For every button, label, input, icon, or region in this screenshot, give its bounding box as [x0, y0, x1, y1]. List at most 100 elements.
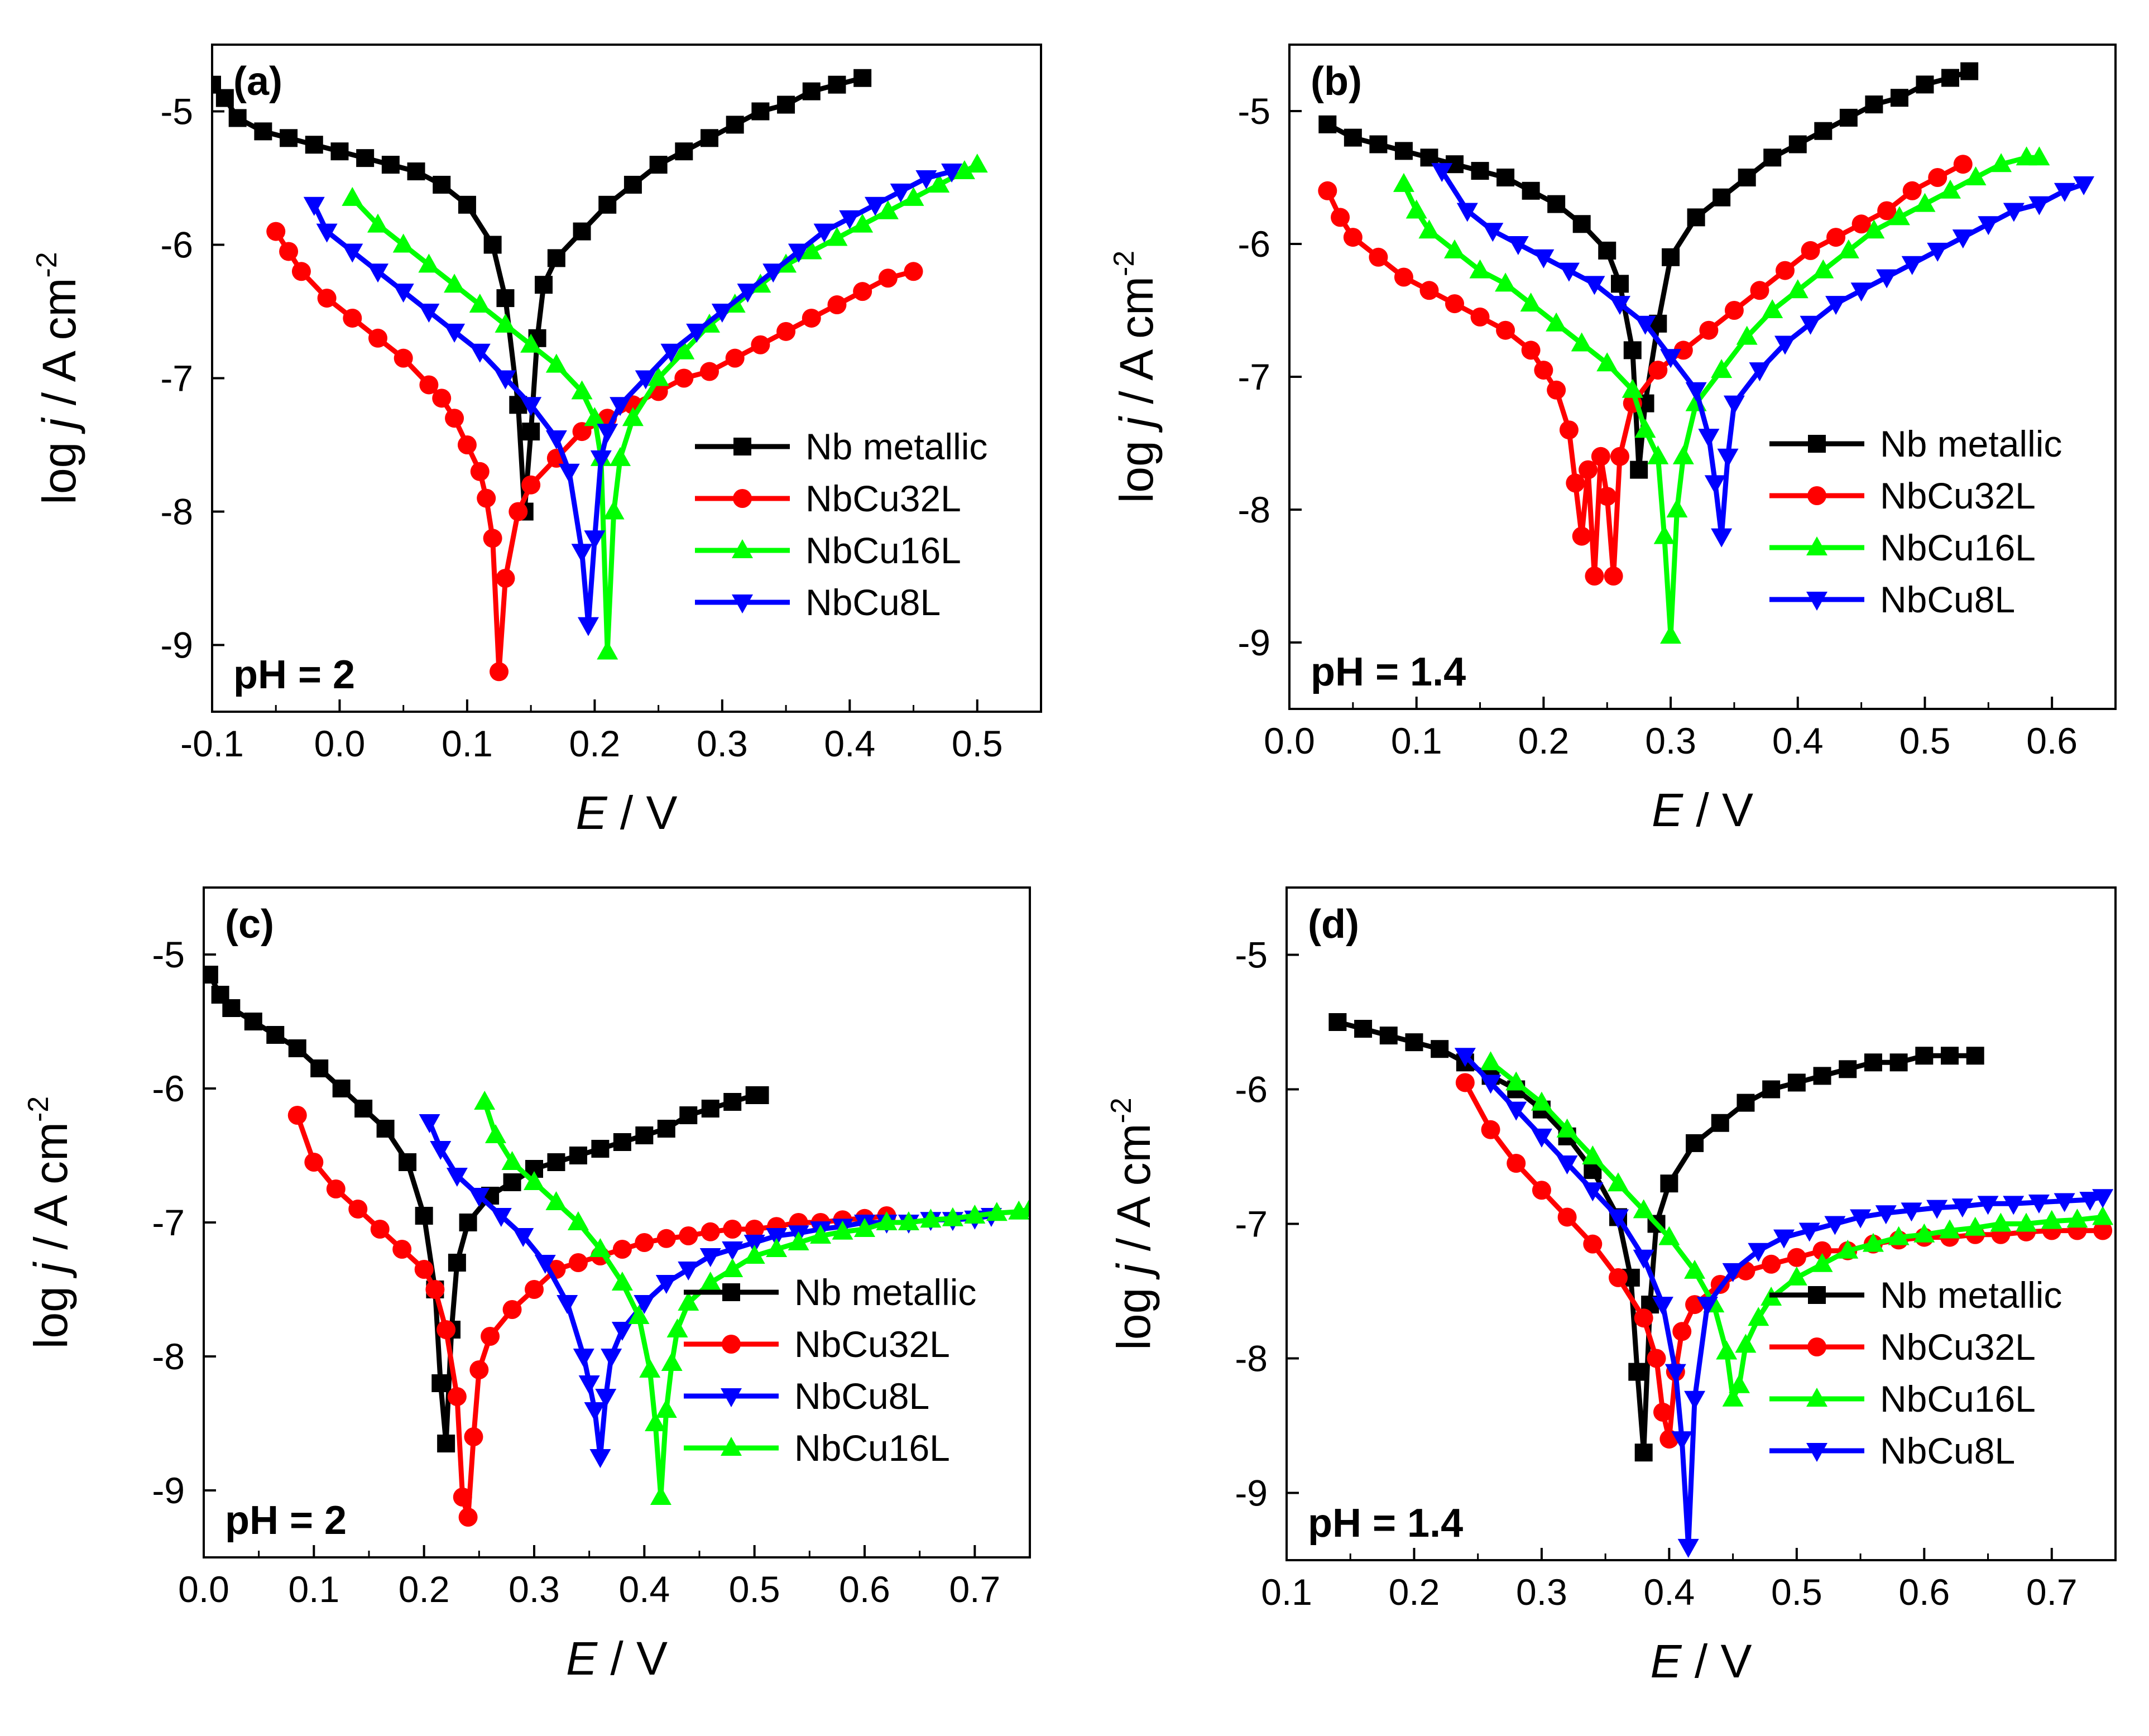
- legend-label-nb-metallic: Nb metallic: [1880, 423, 2062, 464]
- data-point-nbcu8l: [1582, 1182, 1604, 1202]
- x-tick-label: 0.2: [399, 1569, 450, 1610]
- panel-d: 0.1 0.2 0.3 0.4 0.5 0.6 0.7 -9 -8 -7 -6 -5 E / V log …: [1105, 886, 2117, 1687]
- data-point-nb-metallic: [399, 1153, 417, 1171]
- data-point-nb-metallic: [1496, 169, 1515, 186]
- data-point-nbcu8l: [1825, 296, 1847, 315]
- panels: -0.1 0.0 0.1 0.2 0.3 0.4 0.5 -9 -8 -7 -6 -5 E / V log…: [22, 44, 2117, 1687]
- data-point-nb-metallic: [679, 1106, 698, 1124]
- data-point-nbcu16l: [666, 1318, 688, 1337]
- data-point-nbcu16l: [964, 1205, 986, 1224]
- data-point-nbcu8l: [468, 1188, 490, 1207]
- data-point-nbcu32l: [1566, 473, 1585, 493]
- data-point-nbcu16l: [520, 333, 542, 353]
- data-point-nbcu16l: [1634, 419, 1656, 438]
- y-tick-label: -8: [1235, 1338, 1268, 1379]
- data-point-nbcu16l: [1019, 1198, 1030, 1217]
- legend: Nb metallic NbCu32L NbCu16L NbCu8L: [1769, 1274, 2062, 1471]
- x-axis-label: E / V: [566, 1632, 668, 1685]
- y-tick-label: -7: [1237, 356, 1270, 397]
- x-tick-label: 0.2: [1518, 720, 1570, 761]
- data-point-nbcu16l: [877, 200, 899, 219]
- data-point-nbcu16l: [810, 1225, 832, 1244]
- data-point-nbcu16l: [611, 1272, 633, 1291]
- x-axis-label-unit: / V: [607, 787, 677, 839]
- data-point-nbcu32l: [1787, 1248, 1806, 1267]
- y-tick-label: -9: [1237, 622, 1270, 663]
- x-axis-label: E / V: [1650, 1635, 1752, 1687]
- data-point-nbcu32l: [481, 1327, 500, 1346]
- data-point-nbcu16l: [655, 1399, 677, 1418]
- data-point-nbcu32l: [1557, 1207, 1577, 1227]
- legend-marker-nbcu32l: [1807, 486, 1826, 505]
- data-point-nbcu8l: [1850, 282, 1872, 302]
- data-point-nbcu16l: [2092, 1206, 2114, 1225]
- legend-label-nb-metallic: Nb metallic: [1880, 1274, 2062, 1316]
- data-point-nbcu16l: [1913, 1223, 1935, 1243]
- data-point-nb-metallic: [675, 142, 693, 161]
- data-point-nbcu32l: [1585, 567, 1604, 586]
- data-point-nb-metallic: [1960, 62, 1979, 80]
- series-nb-metallic: [212, 69, 872, 521]
- y-tick-label: -9: [152, 1470, 185, 1511]
- data-point-nbcu16l: [524, 1171, 545, 1190]
- panel-tag: (a): [233, 59, 282, 104]
- data-point-nbcu8l: [1749, 362, 1771, 382]
- y-tick-label: -5: [152, 934, 185, 975]
- data-point-nb-metallic: [381, 156, 400, 174]
- x-tick-label: 0.4: [824, 723, 875, 764]
- data-point-nb-metallic: [415, 1207, 433, 1225]
- data-point-nbcu8l: [418, 304, 440, 323]
- data-point-nbcu32l: [348, 1200, 368, 1219]
- data-point-nbcu16l: [1653, 525, 1675, 544]
- data-point-nbcu16l: [1838, 239, 1859, 258]
- data-point-nbcu8l: [1850, 1209, 1872, 1229]
- data-point-nbcu16l: [876, 1211, 898, 1230]
- data-point-nbcu16l: [1622, 378, 1643, 398]
- panel-tag: (c): [225, 902, 274, 947]
- data-point-nb-metallic: [1547, 195, 1566, 213]
- data-point-nbcu32l: [1672, 1322, 1692, 1341]
- data-point-nbcu32l: [1750, 281, 1769, 300]
- legend-label-nbcu32l: NbCu32L: [1880, 475, 2036, 516]
- data-point-nb-metallic: [635, 1126, 654, 1144]
- x-axis-label: E / V: [575, 787, 677, 839]
- data-point-nbcu32l: [1532, 1181, 1551, 1200]
- series-nb-metallic: [204, 966, 769, 1452]
- data-point-nbcu32l: [502, 1300, 522, 1319]
- data-point-nbcu32l: [1419, 281, 1439, 300]
- data-point-nbcu16l: [1787, 279, 1809, 299]
- data-point-nbcu8l: [1901, 1202, 1922, 1222]
- panel-tag: (b): [1311, 59, 1362, 104]
- data-point-nb-metallic: [1865, 95, 1883, 114]
- x-tick-label: 0.2: [569, 723, 621, 764]
- series-nbcu8l: [1431, 163, 2095, 548]
- data-point-nb-metallic: [496, 289, 515, 308]
- data-point-nb-metallic: [1941, 1047, 1959, 1065]
- data-point-nbcu8l: [430, 1141, 452, 1160]
- x-tick-label: 0.5: [1771, 1571, 1822, 1613]
- data-point-nb-metallic: [1814, 122, 1833, 140]
- legend-marker-nbcu16l: [732, 539, 753, 558]
- data-point-nbcu16l: [928, 173, 950, 193]
- data-point-nbcu8l: [367, 263, 388, 283]
- legend-marker-nb-metallic: [1808, 435, 1826, 453]
- data-point-nb-metallic: [535, 276, 553, 294]
- data-point-nbcu8l: [1798, 1222, 1820, 1242]
- data-point-nbcu8l: [1671, 1431, 1693, 1451]
- data-point-nb-metallic: [1662, 248, 1680, 266]
- y-axis-label-prefix: log: [25, 1273, 77, 1349]
- data-point-nbcu32l: [2093, 1221, 2113, 1240]
- legend-marker-nbcu16l: [1806, 536, 1827, 555]
- data-point-nb-metallic: [853, 69, 872, 87]
- data-point-nbcu32l: [745, 1220, 764, 1239]
- data-point-nbcu8l: [419, 1114, 440, 1133]
- legend-marker-nbcu8l: [721, 1388, 742, 1407]
- data-point-nbcu8l: [1698, 429, 1720, 448]
- data-point-nb-metallic: [1787, 1073, 1806, 1092]
- data-point-nbcu8l: [584, 530, 606, 550]
- data-point-nbcu8l: [577, 617, 599, 636]
- data-point-nbcu32l: [1902, 181, 1922, 200]
- data-point-nb-metallic: [701, 129, 718, 147]
- data-point-nbcu16l: [1582, 1145, 1604, 1164]
- data-point-nb-metallic: [623, 175, 642, 194]
